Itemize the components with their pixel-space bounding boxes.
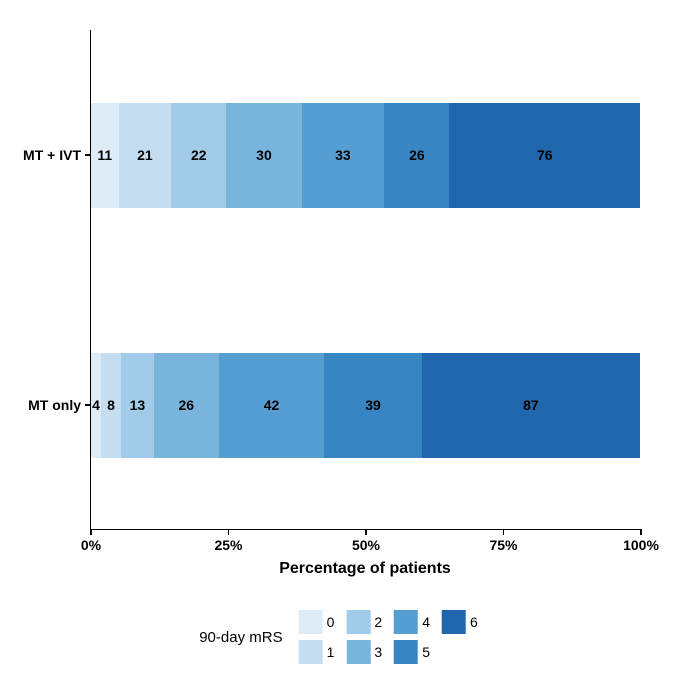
bar-segment-value: 26	[178, 397, 194, 413]
legend-label: 1	[327, 644, 335, 660]
bar-segment-value: 8	[107, 397, 115, 413]
bar-segment-value: 33	[335, 147, 351, 163]
bar-segment: 8	[101, 353, 121, 458]
legend-item: 2	[346, 610, 382, 634]
legend-swatch	[346, 640, 370, 664]
category-label: MT only	[28, 397, 81, 413]
bar-segment-value: 13	[130, 397, 146, 413]
legend-swatch	[442, 610, 466, 634]
legend-title: 90-day mRS	[199, 629, 282, 646]
legend-item: 0	[299, 610, 335, 634]
bar-segment: 26	[384, 103, 449, 208]
bar-segment: 87	[422, 353, 640, 458]
legend-swatch	[299, 610, 323, 634]
bar-segment-value: 4	[92, 397, 100, 413]
bar-segment-value: 11	[97, 147, 112, 163]
legend-swatch	[394, 610, 418, 634]
bar-segment: 42	[219, 353, 324, 458]
legend-label: 5	[422, 644, 430, 660]
plot-area: 0%25%50%75%100%MT + IVT11212230332676MT …	[90, 30, 640, 530]
x-tick	[90, 529, 92, 535]
bar-segment: 22	[171, 103, 226, 208]
bar-row: 11 21 22 30 33 26 76	[91, 103, 640, 208]
bar-segment: 33	[302, 103, 385, 208]
bar-segment: 21	[119, 103, 172, 208]
x-tick-label: 0%	[81, 537, 101, 553]
bar-segment-value: 30	[256, 147, 272, 163]
x-tick	[365, 529, 367, 535]
x-tick	[228, 529, 230, 535]
bar-segment-value: 42	[264, 397, 280, 413]
legend-item: 6	[442, 610, 478, 634]
legend-label: 3	[374, 644, 382, 660]
x-tick-label: 100%	[623, 537, 659, 553]
legend-item: 3	[346, 640, 382, 664]
legend-swatch	[346, 610, 370, 634]
legend-grid: 0 2 4 6 1 3 5	[299, 610, 478, 664]
legend-item: 1	[299, 640, 335, 664]
legend-label: 6	[470, 614, 478, 630]
bar-segment: 26	[154, 353, 219, 458]
legend-label: 2	[374, 614, 382, 630]
bar-segment-value: 87	[523, 397, 539, 413]
legend-swatch	[394, 640, 418, 664]
legend-item: 5	[394, 640, 430, 664]
chart-container: 0%25%50%75%100%MT + IVT11212230332676MT …	[0, 0, 677, 689]
bar-segment: 4	[91, 353, 101, 458]
bar-segment: 11	[91, 103, 119, 208]
x-axis-title: Percentage of patients	[279, 560, 451, 578]
legend-label: 4	[422, 614, 430, 630]
bar-segment: 13	[121, 353, 154, 458]
x-tick	[503, 529, 505, 535]
bar-segment: 76	[449, 103, 640, 208]
category-label: MT + IVT	[23, 147, 81, 163]
bar-row: 48 13 26 42 39 87	[91, 353, 640, 458]
x-tick-label: 75%	[489, 537, 517, 553]
bar-segment-value: 39	[365, 397, 381, 413]
bar-segment-value: 76	[537, 147, 553, 163]
bar-segment: 39	[324, 353, 422, 458]
x-tick-label: 50%	[352, 537, 380, 553]
bar-segment: 30	[226, 103, 301, 208]
x-tick-label: 25%	[214, 537, 242, 553]
bar-segment-value: 21	[137, 147, 153, 163]
legend-item: 4	[394, 610, 430, 634]
x-tick	[640, 529, 642, 535]
legend-label: 0	[327, 614, 335, 630]
bar-segment-value: 22	[191, 147, 207, 163]
legend-swatch	[299, 640, 323, 664]
legend: 90-day mRS 0 2 4 6 1 3 5	[199, 610, 478, 664]
bar-segment-value: 26	[409, 147, 425, 163]
